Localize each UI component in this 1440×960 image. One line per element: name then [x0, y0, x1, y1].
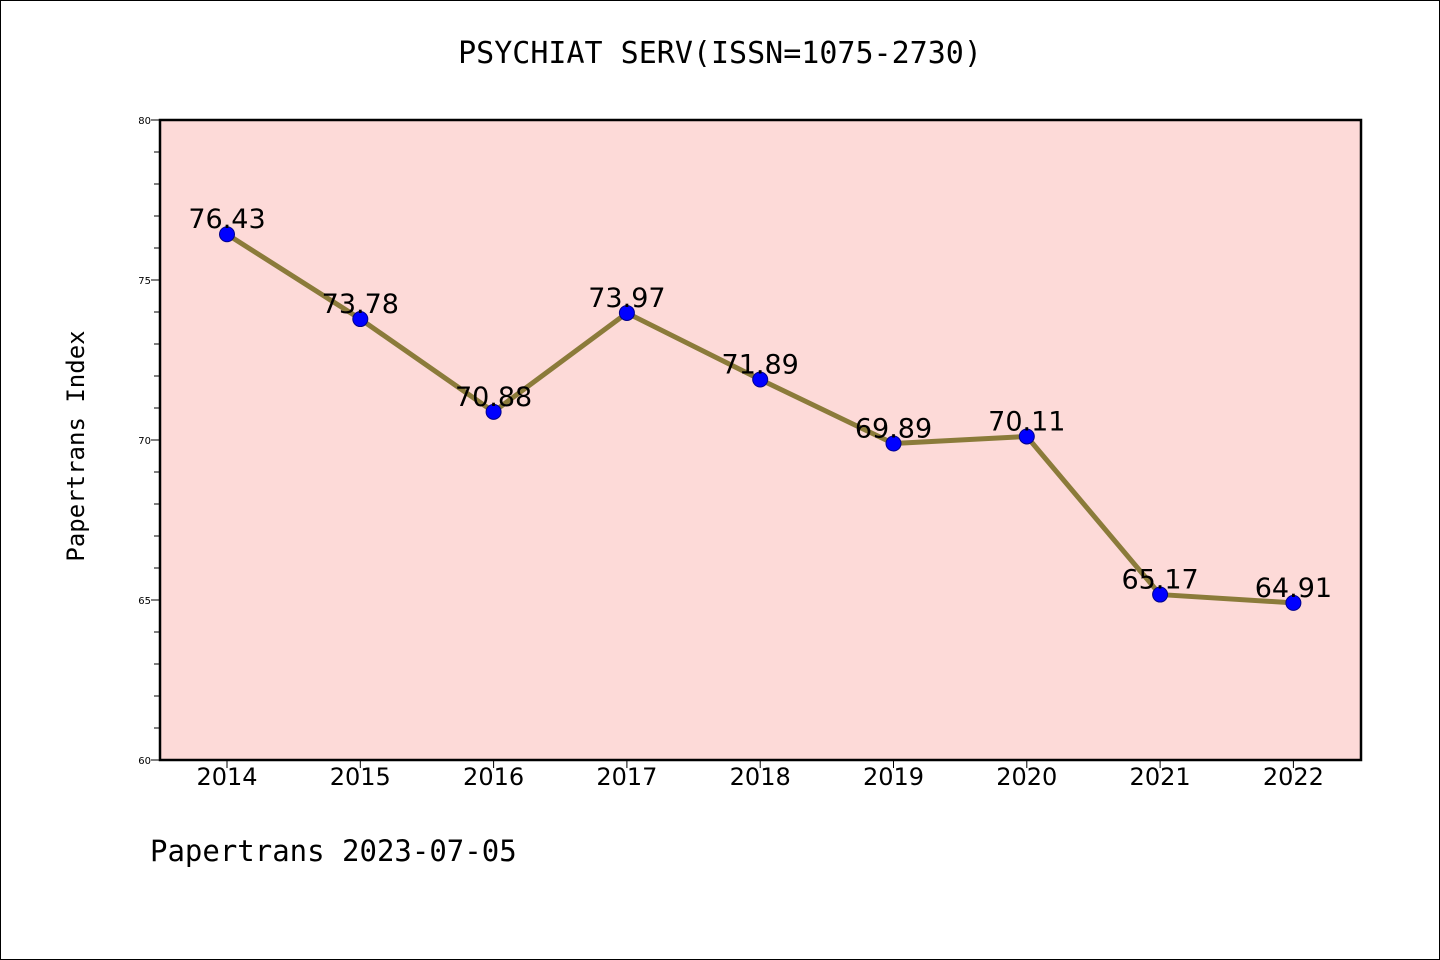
data-point — [352, 311, 369, 328]
x-tick-label: 2014 — [196, 763, 257, 791]
y-tick-label: 75 — [138, 276, 151, 287]
data-label: 69.89 — [855, 414, 932, 445]
data-label: 73.97 — [588, 283, 665, 314]
x-tick-label: 2018 — [730, 763, 791, 791]
chart-title: PSYCHIAT SERV(ISSN=1075-2730) — [458, 36, 982, 71]
plot-border — [158, 118, 1363, 762]
data-label: 73.78 — [322, 289, 399, 320]
plot-area — [160, 120, 1361, 760]
data-point — [752, 371, 769, 388]
data-point — [1285, 594, 1302, 611]
data-label: 64.91 — [1255, 573, 1332, 604]
data-label: 71.89 — [722, 350, 799, 381]
data-point — [1152, 586, 1169, 603]
data-point — [485, 403, 502, 420]
footer-text: Papertrans 2023-07-05 — [150, 834, 517, 868]
x-tick-label: 2016 — [463, 763, 524, 791]
x-tick-label: 2019 — [863, 763, 924, 791]
data-point — [885, 435, 902, 452]
y-tick-label: 70 — [138, 436, 151, 447]
data-label: 70.11 — [988, 406, 1065, 437]
data-point — [219, 226, 235, 243]
x-tick-label: 2021 — [1130, 763, 1191, 791]
data-point — [618, 304, 635, 321]
data-label: 76.43 — [188, 204, 265, 235]
data-label: 65.17 — [1121, 565, 1198, 596]
x-tick-label: 2017 — [596, 763, 657, 791]
x-tick-label: 2022 — [1263, 763, 1324, 791]
x-tick-label: 2015 — [330, 763, 391, 791]
x-tick-label: 2020 — [996, 763, 1057, 791]
data-point — [1018, 428, 1035, 445]
y-tick-label: 80 — [138, 116, 151, 127]
data-label: 70.88 — [455, 382, 532, 413]
y-tick-label: 60 — [138, 756, 151, 767]
y-tick-label: 65 — [138, 596, 151, 607]
